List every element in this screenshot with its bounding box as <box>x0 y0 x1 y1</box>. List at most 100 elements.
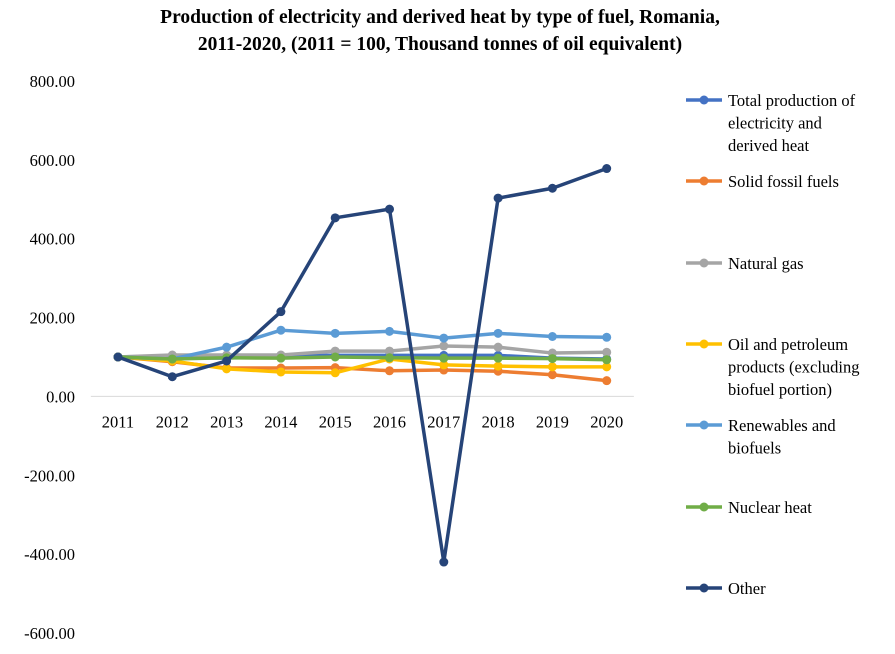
legend-swatch-marker <box>699 95 709 105</box>
x-tick-label: 2019 <box>536 412 569 431</box>
x-tick-label: 2017 <box>427 412 460 431</box>
x-tick-label: 2020 <box>590 412 623 431</box>
series-line <box>116 355 609 375</box>
legend-label: biofuels <box>728 439 781 458</box>
data-point <box>547 331 557 341</box>
data-point <box>222 356 232 366</box>
data-point <box>330 213 340 223</box>
legend-swatch-marker <box>699 420 709 430</box>
data-point <box>276 325 286 335</box>
series-line <box>116 344 609 359</box>
data-point <box>547 370 557 380</box>
data-point <box>439 341 449 351</box>
x-tick-label: 2014 <box>264 412 297 431</box>
legend-label: Natural gas <box>728 254 804 273</box>
x-tick-label: 2013 <box>210 412 243 431</box>
x-tick-label: 2018 <box>482 412 515 431</box>
series-line <box>116 166 609 564</box>
legend-item: Other <box>686 579 766 598</box>
data-point <box>493 328 503 338</box>
legend-label: products (excluding <box>728 358 860 377</box>
series-lines <box>113 164 612 567</box>
series-line <box>116 355 609 362</box>
legend-label: Total production of <box>728 91 856 110</box>
legend-item: Nuclear heat <box>686 498 812 517</box>
legend-item: Natural gas <box>686 254 804 273</box>
legend-item: Oil and petroleum products (excluding biof… <box>686 335 860 399</box>
y-tick-label: 0.00 <box>46 387 75 406</box>
chart-title: Production of electricity and derived he… <box>0 4 880 58</box>
legend-label: electricity and <box>728 114 823 133</box>
legend-item: Solid fossil fuels <box>686 172 839 191</box>
y-tick-label: 600.00 <box>30 151 75 170</box>
chart-title-line-1: Production of electricity and derived he… <box>160 7 720 28</box>
data-point <box>385 366 394 376</box>
data-point <box>113 352 123 362</box>
data-point <box>330 352 340 362</box>
data-point <box>330 368 340 378</box>
data-point <box>602 164 612 174</box>
legend-swatch-marker <box>699 258 709 268</box>
y-tick-label: 400.00 <box>30 230 75 249</box>
data-point <box>602 376 612 386</box>
legend-label: Solid fossil fuels <box>728 172 839 191</box>
legend-label: Renewables and <box>728 416 836 435</box>
legend-swatch-marker <box>699 176 709 186</box>
data-point <box>276 307 286 317</box>
data-point <box>439 353 449 363</box>
series-line <box>116 328 609 361</box>
data-point <box>385 204 394 214</box>
legend-swatch-marker <box>699 502 709 512</box>
data-point <box>439 360 449 370</box>
legend-label: Oil and petroleum <box>728 335 848 354</box>
y-tick-label: 800.00 <box>30 72 75 91</box>
series-line <box>116 355 609 383</box>
data-point <box>602 332 612 342</box>
legend: Total production of electricity and derive… <box>686 91 860 598</box>
data-point <box>330 328 340 338</box>
data-point <box>276 367 286 377</box>
x-tick-label: 2011 <box>102 412 134 431</box>
data-point <box>493 353 503 363</box>
data-point <box>167 354 177 364</box>
legend-label: Nuclear heat <box>728 498 812 517</box>
legend-item: Renewables and biofuels <box>686 416 836 458</box>
data-point <box>602 362 612 372</box>
data-point <box>222 364 232 374</box>
data-point <box>385 346 394 356</box>
data-point <box>547 362 557 372</box>
data-point <box>385 353 394 363</box>
chart-title-line-2: 2011-2020, (2011 = 100, Thousand tonnes … <box>197 34 683 55</box>
legend-label: biofuel portion) <box>728 380 832 399</box>
legend-label: derived heat <box>728 136 809 155</box>
data-point <box>602 347 612 357</box>
x-axis: 2011 2012 2013 2014 2015 2016 2017 2018 2019 2020 <box>90 395 634 431</box>
data-point <box>602 355 612 365</box>
y-tick-label: -400.00 <box>24 545 75 564</box>
data-point <box>547 354 557 364</box>
x-tick-label: 2015 <box>319 412 352 431</box>
y-tick-label: -200.00 <box>24 466 75 485</box>
series-7 <box>113 164 612 567</box>
data-point <box>493 361 503 371</box>
legend-label: Other <box>728 579 766 598</box>
data-point <box>493 342 503 352</box>
y-axis-tick-labels: -600.00 -400.00 -200.00 0.00 200.00 400.00 600… <box>24 72 75 643</box>
data-point <box>439 557 449 567</box>
legend-item: Total production of electricity and derive… <box>686 91 856 155</box>
y-tick-label: -600.00 <box>24 624 75 643</box>
data-point <box>547 183 557 193</box>
x-tick-label: 2016 <box>373 412 406 431</box>
legend-swatch-marker <box>699 583 709 593</box>
data-point <box>439 333 449 343</box>
data-point <box>222 342 232 352</box>
data-point <box>167 372 177 382</box>
y-tick-label: 200.00 <box>30 309 75 328</box>
data-point <box>385 326 394 336</box>
data-point <box>493 193 503 203</box>
legend-swatch-marker <box>699 339 709 349</box>
data-point <box>276 353 286 363</box>
x-tick-label: 2012 <box>156 412 189 431</box>
